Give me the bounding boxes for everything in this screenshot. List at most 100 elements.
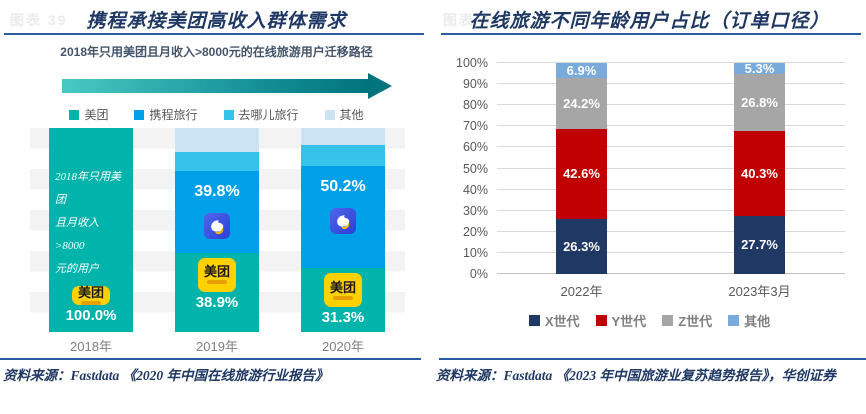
y-tick-label: 40%: [462, 182, 488, 197]
ctrip-dolphin-app-icon: [204, 213, 230, 240]
right-chart-legend: X世代 Y世代 Z世代 其他: [433, 311, 866, 330]
arrow-head-icon: [368, 73, 392, 99]
segment-其他: [301, 128, 385, 146]
legend-label: Y世代: [611, 314, 647, 329]
gridline-80%: [497, 104, 845, 106]
legend-item-Z世代: Z世代: [662, 311, 712, 330]
right-source-text: 资料来源：Fastdata 《2023 年中国旅游业复苏趋势报告》，华创证券: [436, 368, 836, 383]
arrow-shaft: [62, 79, 370, 93]
segment-value-label: 100.0%: [65, 307, 117, 325]
right-chart-plot-area: 0% 10% 20% 30% 40% 50% 60% 70% 80% 90% 100% 26.3% 42…: [456, 56, 845, 281]
left-chart-legend: 美团 携程旅行 去哪儿旅行 其他: [0, 106, 433, 123]
gridline-100%: [497, 62, 845, 63]
segment-去哪儿旅行: [175, 151, 259, 172]
y-tick-label: 20%: [462, 224, 488, 239]
segment-value-label: 6.9%: [566, 62, 597, 78]
segment-value-label: 26.8%: [741, 94, 778, 110]
segment-value-label: 26.3%: [563, 238, 600, 254]
y-tick-label: 90%: [462, 77, 488, 92]
right-chart-panel: 图表 40 在线旅游不同年龄用户占比（订单口径） 0% 10% 20% 30% 40% 5…: [433, 0, 866, 414]
gridline-70%: [497, 125, 845, 127]
legend-item-美团: 美团: [69, 106, 108, 123]
x-axis-label-2023年3月: 2023年3月: [728, 284, 791, 299]
meituan-logo-tagline: [207, 280, 227, 285]
gridline-20%: [497, 230, 845, 232]
segment-其他: 5.3%: [734, 62, 785, 75]
right-chart-title: 在线旅游不同年龄用户占比（订单口径）: [469, 11, 830, 32]
gridline-40%: [497, 188, 845, 190]
legend-swatch-icon: [134, 109, 145, 120]
segment-其他: [175, 128, 259, 152]
source-divider: [0, 358, 421, 360]
migration-arrow: [62, 73, 392, 99]
segment-去哪儿旅行: [301, 145, 385, 166]
gridline-10%: [497, 251, 845, 253]
segment-value-label: 39.8%: [194, 183, 240, 201]
legend-label: X世代: [544, 314, 580, 329]
legend-swatch-icon: [662, 315, 674, 326]
x-axis-label-2018年: 2018年: [70, 339, 112, 354]
gridline-50%: [497, 167, 845, 169]
legend-item-其他: 其他: [728, 311, 770, 330]
segment-美团: 美团 31.3%: [301, 268, 385, 332]
legend-item-Y世代: Y世代: [595, 311, 647, 330]
meituan-logo-tagline: [333, 295, 353, 300]
y-tick-label: 10%: [462, 245, 488, 260]
segment-value-label: 31.3%: [321, 309, 365, 327]
meituan-logo-text: 美团: [77, 285, 104, 301]
gridline-60%: [497, 146, 845, 148]
segment-Y世代: 42.6%: [556, 128, 607, 219]
legend-label: Z世代: [678, 314, 713, 329]
y-tick-label: 30%: [462, 203, 488, 218]
x-axis-label-2022年: 2022年: [560, 284, 603, 299]
y-tick-label: 50%: [462, 161, 488, 176]
meituan-logo-text: 美团: [203, 264, 230, 280]
legend-item-X世代: X世代: [528, 311, 580, 330]
title-divider: [441, 33, 861, 35]
x-axis-label-2019年: 2019年: [196, 339, 238, 354]
meituan-app-icon: 美团: [324, 273, 362, 308]
y-tick-label: 100%: [456, 56, 488, 70]
segment-携程旅行: 50.2%: [301, 165, 385, 269]
segment-美团: 美团 38.9%: [175, 252, 259, 332]
y-tick-label: 70%: [462, 119, 488, 134]
legend-item-去哪儿旅行: 去哪儿旅行: [223, 106, 299, 123]
y-tick-label: 80%: [462, 98, 488, 113]
source-divider: [439, 358, 866, 360]
stacked-bar-2020年: 50.2% 美团 31.3%: [301, 128, 385, 332]
legend-label: 去哪儿旅行: [238, 108, 299, 122]
legend-swatch-icon: [324, 109, 335, 120]
legend-swatch-icon: [528, 315, 540, 326]
segment-value-label: 42.6%: [563, 166, 600, 182]
stacked-bar-2022年: 26.3% 42.6% 24.2% 6.9%: [556, 63, 607, 274]
legend-label: 美团: [84, 108, 109, 122]
left-chart-panel: 图表 39 携程承接美团高收入群体需求 2018年只用美团且月收入>8000 元的…: [0, 11, 433, 383]
stacked-bar-2023年3月: 27.7% 40.3% 26.8% 5.3%: [734, 62, 785, 274]
segment-Z世代: 24.2%: [556, 77, 607, 129]
stacked-bar-2019年: 39.8% 美团 38.9%: [175, 128, 259, 332]
segment-其他: 6.9%: [556, 63, 607, 78]
legend-item-其他: 其他: [324, 106, 364, 123]
left-chart-title: 携程承接美团高收入群体需求: [86, 11, 347, 32]
bar-annotation-line: 2018年只用美团: [55, 171, 121, 207]
left-chart-plot-area: 2018年只用美团 且月收入>8000 元的用户 美团 100.0% 39.8% 美团 38.…: [30, 128, 405, 332]
bar-annotation: 2018年只用美团 且月收入>8000 元的用户: [55, 166, 127, 281]
stacked-bar-2018年: 2018年只用美团 且月收入>8000 元的用户美团 100.0%: [49, 128, 133, 332]
bar-annotation-line: 元的用户: [55, 263, 99, 276]
segment-X世代: 26.3%: [556, 218, 607, 274]
y-tick-label: 0%: [469, 267, 488, 281]
legend-swatch-icon: [728, 315, 740, 326]
legend-swatch-icon: [595, 315, 607, 326]
ctrip-dolphin-app-icon: [330, 207, 356, 234]
legend-label: 其他: [339, 108, 364, 122]
segment-value-label: 40.3%: [741, 165, 778, 181]
segment-美团: 2018年只用美团 且月收入>8000 元的用户美团 100.0%: [49, 128, 133, 332]
x-axis-label-2020年: 2020年: [322, 339, 364, 354]
left-source-text: 资料来源：Fastdata 《2020 年中国在线旅游行业报告》: [3, 368, 329, 383]
bar-annotation-line: 且月收入>8000: [55, 217, 99, 253]
segment-Y世代: 40.3%: [734, 130, 785, 216]
title-divider: [4, 33, 424, 35]
figure-number-label: 图表 39: [10, 12, 68, 28]
meituan-app-icon: 美团: [72, 285, 110, 306]
segment-value-label: 27.7%: [741, 237, 778, 253]
